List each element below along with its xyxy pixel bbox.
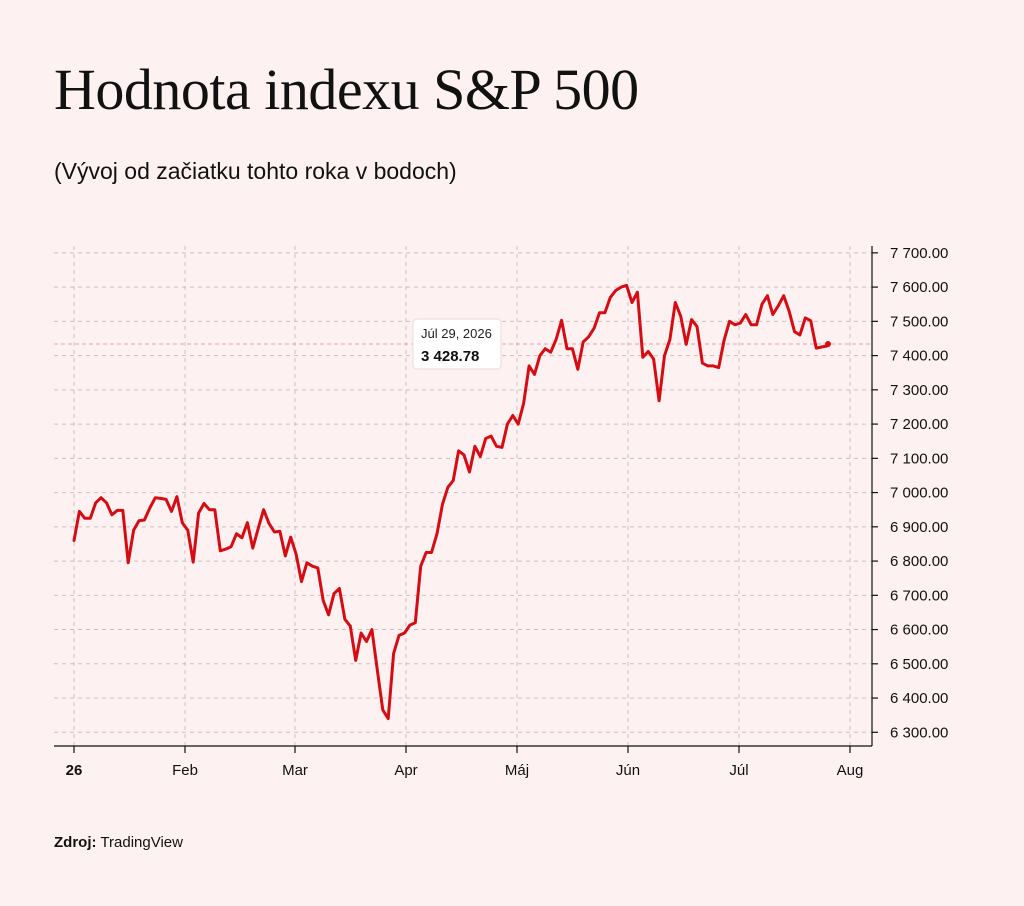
y-tick-label: 7 000.00 bbox=[890, 485, 948, 502]
chart-title: Hodnota indexu S&P 500 bbox=[54, 57, 639, 122]
axes bbox=[54, 246, 878, 753]
tooltip-box bbox=[412, 318, 502, 370]
x-tick-label: Jún bbox=[616, 762, 640, 779]
series-layer bbox=[72, 283, 831, 721]
x-tick-label: Feb bbox=[172, 762, 198, 779]
chart-subtitle: (Vývoj od začiatku tohto roka v bodoch) bbox=[54, 158, 457, 184]
y-tick-label: 7 200.00 bbox=[890, 416, 948, 433]
hover-tooltip: Júl 29, 2026 3 428.78 bbox=[412, 318, 502, 370]
x-tick-label: Mar bbox=[282, 762, 308, 779]
y-tick-label: 6 500.00 bbox=[890, 656, 948, 673]
y-tick-label: 7 700.00 bbox=[890, 245, 948, 262]
y-tick-label: 7 300.00 bbox=[890, 382, 948, 399]
y-tick-label: 6 300.00 bbox=[890, 724, 948, 741]
line-chart[interactable]: 6 300.00 6 400.00 6 500.00 6 600.00 6 700.00… bbox=[0, 0, 1024, 800]
y-tick-label: 6 900.00 bbox=[890, 519, 948, 536]
y-tick-label: 6 600.00 bbox=[890, 622, 948, 639]
tooltip-value: 3 428.78 bbox=[421, 348, 479, 365]
x-tick-label: Máj bbox=[505, 762, 529, 779]
source-value: TradingView bbox=[100, 834, 183, 851]
x-tick-label: 26 bbox=[66, 762, 83, 779]
y-tick-label: 7 400.00 bbox=[890, 348, 948, 365]
source-note: Zdroj: TradingView bbox=[54, 834, 183, 851]
x-tick-label: Apr bbox=[394, 762, 417, 779]
y-tick-label: 6 400.00 bbox=[890, 690, 948, 707]
x-tick-label: Aug bbox=[837, 762, 864, 779]
y-tick-label: 6 800.00 bbox=[890, 553, 948, 570]
hover-point bbox=[825, 341, 831, 347]
series-line bbox=[72, 283, 829, 721]
tooltip-date: Júl 29, 2026 bbox=[421, 326, 492, 341]
x-tick-label: Júl bbox=[729, 762, 748, 779]
y-tick-label: 6 700.00 bbox=[890, 587, 948, 604]
y-tick-label: 7 100.00 bbox=[890, 450, 948, 467]
y-tick-label: 7 500.00 bbox=[890, 313, 948, 330]
y-tick-label: 7 600.00 bbox=[890, 279, 948, 296]
source-label: Zdroj: bbox=[54, 834, 97, 851]
tick-labels: 6 300.00 6 400.00 6 500.00 6 600.00 6 700.00… bbox=[66, 245, 949, 779]
